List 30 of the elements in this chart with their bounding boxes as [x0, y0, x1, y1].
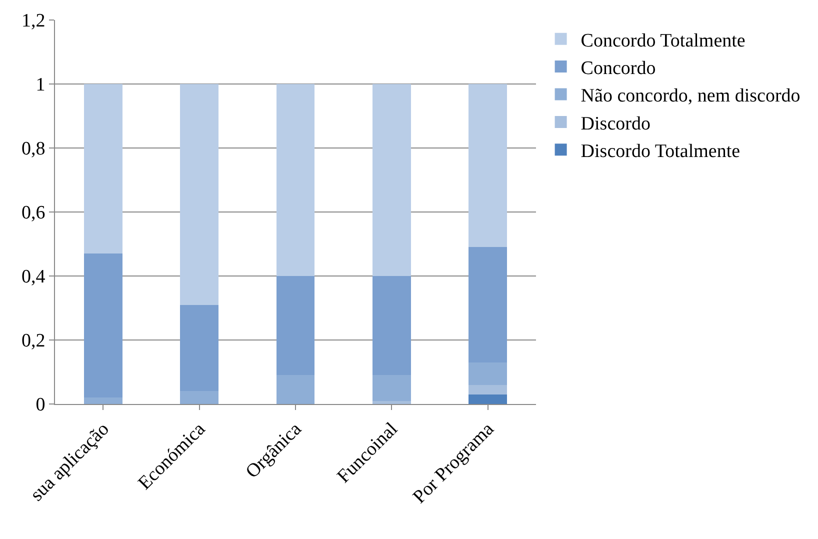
- bar: [468, 362, 508, 385]
- y-tick-label: 0,8: [21, 138, 46, 160]
- bar: [372, 84, 411, 276]
- y-tick-label: 0: [36, 394, 46, 416]
- bar: [276, 84, 315, 276]
- bar: [372, 400, 411, 404]
- legend-label: Concordo Totalmente: [580, 30, 746, 52]
- legend-label: Discordo: [580, 113, 650, 134]
- y-tick-label: 1: [36, 74, 46, 96]
- bar: [468, 394, 508, 404]
- bar: [468, 247, 508, 362]
- y-tick-label: 0,2: [21, 330, 46, 352]
- y-tick-label: 1,2: [21, 10, 46, 32]
- y-tick-label: 0,6: [21, 202, 46, 224]
- legend-label: Concordo: [580, 58, 656, 79]
- bar: [84, 398, 122, 404]
- bar: [468, 384, 508, 394]
- bar: [84, 254, 122, 398]
- bar: [276, 375, 315, 404]
- bar: [180, 304, 219, 392]
- bar: [372, 276, 411, 376]
- bar: [372, 375, 411, 401]
- y-tick-label: 0,4: [21, 266, 46, 288]
- bar: [180, 84, 219, 305]
- legend-label: Discordo Totalmente: [580, 141, 740, 162]
- bar: [180, 391, 219, 404]
- legend-label: Não concordo, nem discordo: [580, 86, 800, 107]
- bar: [276, 276, 315, 376]
- bar: [468, 84, 508, 248]
- bar: [84, 84, 122, 254]
